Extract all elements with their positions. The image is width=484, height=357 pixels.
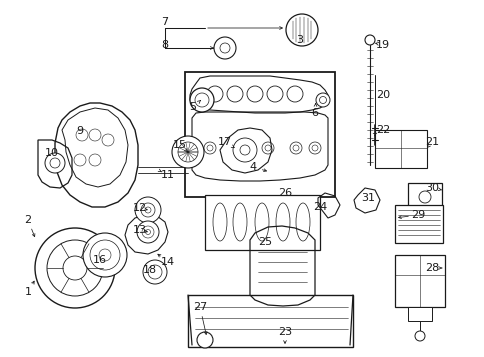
- Circle shape: [264, 145, 271, 151]
- Circle shape: [35, 228, 115, 308]
- Text: 31: 31: [360, 193, 374, 203]
- Circle shape: [83, 233, 127, 277]
- Circle shape: [178, 142, 197, 162]
- Circle shape: [414, 331, 424, 341]
- Bar: [205, 195, 319, 250]
- Text: 6: 6: [311, 108, 318, 118]
- Text: 14: 14: [161, 257, 175, 267]
- Circle shape: [145, 230, 150, 235]
- Circle shape: [316, 93, 329, 107]
- Circle shape: [195, 93, 209, 107]
- Circle shape: [220, 43, 229, 53]
- Circle shape: [74, 154, 86, 166]
- Circle shape: [99, 249, 111, 261]
- Text: 9: 9: [76, 126, 83, 136]
- Bar: [394, 205, 442, 243]
- Bar: [374, 130, 426, 168]
- Circle shape: [286, 14, 318, 46]
- Text: 4: 4: [249, 162, 256, 172]
- Circle shape: [311, 145, 318, 151]
- Bar: [407, 307, 431, 321]
- Circle shape: [136, 221, 159, 243]
- Bar: [188, 295, 352, 347]
- Text: 20: 20: [375, 90, 389, 100]
- Circle shape: [207, 145, 212, 151]
- Circle shape: [232, 138, 257, 162]
- Circle shape: [213, 37, 236, 59]
- Text: 16: 16: [93, 255, 107, 265]
- Text: 24: 24: [312, 202, 326, 212]
- Text: 17: 17: [217, 137, 231, 147]
- Circle shape: [63, 256, 87, 280]
- Text: 8: 8: [161, 40, 168, 50]
- Text: 10: 10: [45, 148, 59, 158]
- Text: 30: 30: [424, 183, 438, 193]
- Circle shape: [261, 142, 273, 154]
- Text: 15: 15: [173, 140, 187, 150]
- Circle shape: [76, 129, 88, 141]
- Circle shape: [89, 129, 101, 141]
- Circle shape: [319, 96, 326, 104]
- Circle shape: [237, 145, 242, 151]
- Circle shape: [289, 142, 302, 154]
- Circle shape: [287, 86, 302, 102]
- Circle shape: [308, 142, 320, 154]
- Circle shape: [141, 203, 155, 217]
- Text: 7: 7: [161, 17, 168, 27]
- Circle shape: [233, 142, 245, 154]
- Circle shape: [135, 197, 161, 223]
- Bar: [394, 255, 444, 307]
- Circle shape: [45, 153, 65, 173]
- Circle shape: [90, 240, 120, 270]
- Text: 18: 18: [143, 265, 157, 275]
- Circle shape: [148, 265, 162, 279]
- Text: 5: 5: [189, 102, 196, 112]
- Circle shape: [145, 207, 151, 213]
- Text: 2: 2: [24, 215, 31, 225]
- Circle shape: [207, 86, 223, 102]
- Text: 11: 11: [161, 170, 175, 180]
- Circle shape: [227, 86, 242, 102]
- Circle shape: [197, 332, 212, 348]
- Circle shape: [240, 145, 249, 155]
- Circle shape: [143, 260, 166, 284]
- Circle shape: [142, 226, 154, 238]
- Circle shape: [190, 88, 213, 112]
- Circle shape: [47, 240, 103, 296]
- Text: 19: 19: [375, 40, 389, 50]
- Text: 26: 26: [277, 188, 291, 198]
- Bar: [407, 183, 441, 211]
- Text: 23: 23: [277, 327, 291, 337]
- Text: 13: 13: [133, 225, 147, 235]
- Circle shape: [267, 86, 283, 102]
- Circle shape: [50, 158, 60, 168]
- Text: 25: 25: [257, 237, 272, 247]
- Text: 3: 3: [296, 35, 303, 45]
- Text: 21: 21: [424, 137, 438, 147]
- Text: 1: 1: [25, 287, 31, 297]
- Circle shape: [204, 142, 215, 154]
- Circle shape: [292, 145, 298, 151]
- Text: 28: 28: [424, 263, 438, 273]
- Text: 27: 27: [193, 302, 207, 312]
- Circle shape: [246, 86, 262, 102]
- Text: 22: 22: [375, 125, 389, 135]
- Bar: [184, 72, 334, 197]
- Circle shape: [102, 134, 114, 146]
- Circle shape: [89, 154, 101, 166]
- Circle shape: [172, 136, 204, 168]
- Text: 29: 29: [410, 210, 424, 220]
- Text: 12: 12: [133, 203, 147, 213]
- Circle shape: [418, 191, 430, 203]
- Circle shape: [364, 35, 374, 45]
